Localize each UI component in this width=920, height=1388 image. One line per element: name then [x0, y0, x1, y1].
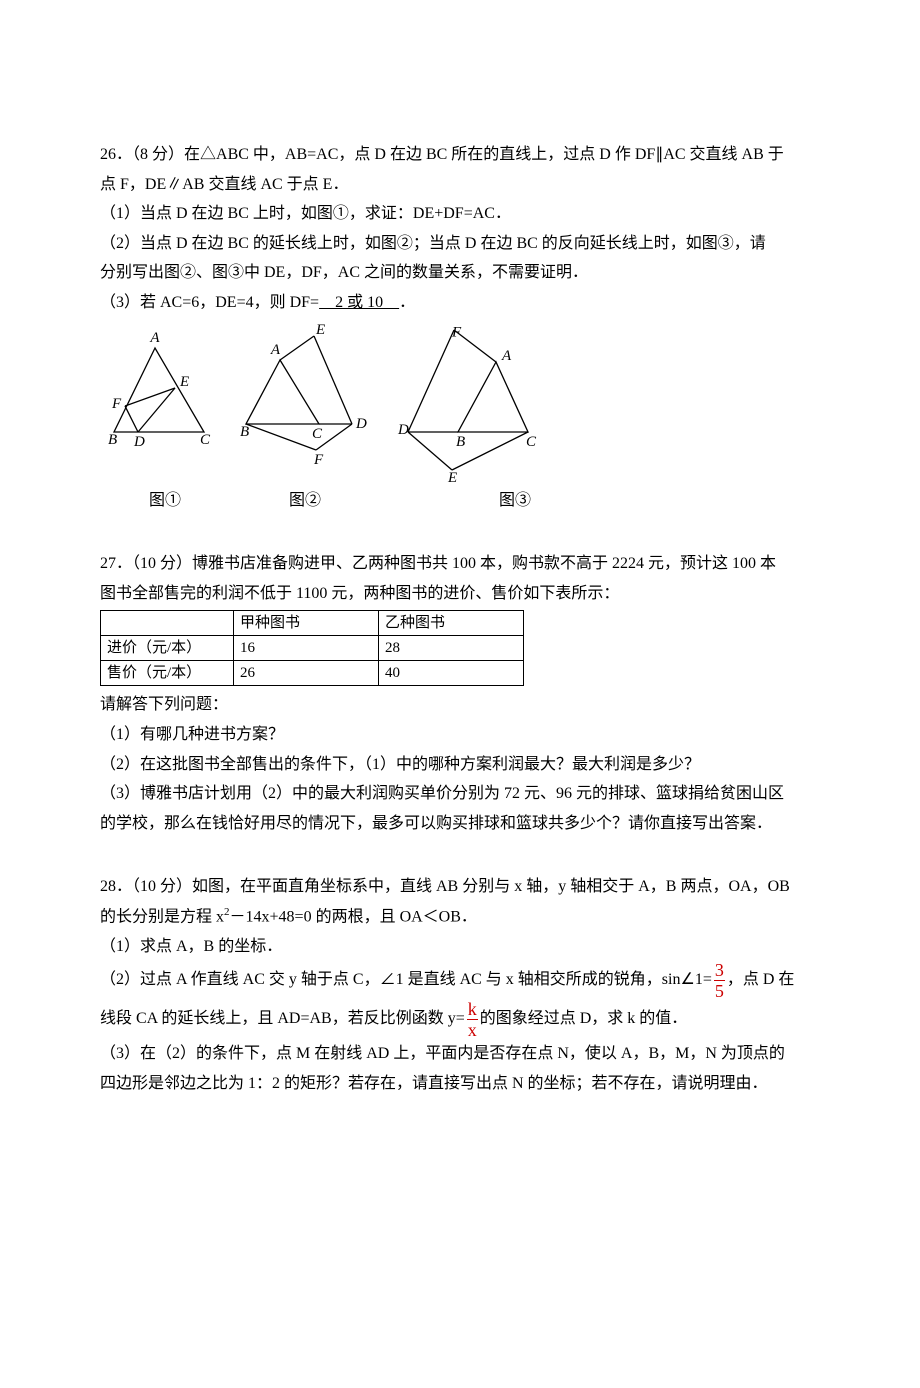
- triangle-icon: △: [200, 146, 216, 163]
- cell: 28: [379, 636, 524, 661]
- svg-text:F: F: [111, 396, 122, 412]
- q28-p3a: （3）在（2）的条件下，点 M 在射线 AD 上，平面内是否存在点 N，使以 A…: [100, 1039, 820, 1069]
- cell: 40: [379, 661, 524, 686]
- q27-table: 甲种图书 乙种图书 进价（元/本） 16 28 售价（元/本） 26 40: [100, 610, 524, 686]
- q27-head-a: 27．（10 分）博雅书店准备购进甲、乙两种图书共 100 本，购书款不高于 2…: [100, 549, 820, 579]
- q27-p0: 请解答下列问题：: [100, 690, 820, 720]
- q27-head-b: 图书全部售完的利润不低于 1100 元，两种图书的进价、售价如下表所示：: [100, 579, 820, 609]
- q26-head: 26．（8 分）在△ABC 中，AB=AC，点 D 在边 BC 所在的直线上，过…: [100, 140, 820, 170]
- svg-text:C: C: [526, 434, 537, 450]
- svg-text:D: D: [397, 422, 409, 438]
- svg-text:A: A: [270, 342, 281, 358]
- text: ，点 D 在: [727, 972, 795, 989]
- q26-p1: （1）当点 D 在边 BC 上时，如图①，求证：DE+DF=AC．: [100, 199, 820, 229]
- question-27: 27．（10 分）博雅书店准备购进甲、乙两种图书共 100 本，购书款不高于 2…: [100, 549, 820, 838]
- q28-head-a: 28．（10 分）如图，在平面直角坐标系中，直线 AB 分别与 x 轴，y 轴相…: [100, 872, 820, 902]
- cell: 售价（元/本）: [101, 661, 234, 686]
- q26-p2: （2）当点 D 在边 BC 的延长线上时，如图②；当点 D 在边 BC 的反向延…: [100, 229, 820, 259]
- fraction: kx: [467, 1000, 478, 1039]
- caption-1: 图①: [100, 486, 230, 516]
- text: 线段 CA 的延长线上，且 AD=AB，若反比例函数 y=: [100, 1011, 465, 1028]
- svg-text:B: B: [108, 432, 117, 448]
- q28-p1: （1）求点 A，B 的坐标．: [100, 932, 820, 962]
- svg-text:D: D: [133, 434, 145, 450]
- figure-3: A B C D E F: [388, 324, 558, 484]
- svg-text:A: A: [149, 330, 160, 346]
- q28-p2c: 线段 CA 的延长线上，且 AD=AB，若反比例函数 y=kx的图象经过点 D，…: [100, 1000, 820, 1039]
- text: 26．（8 分）在: [100, 146, 200, 163]
- figure-1: A B C D E F: [100, 324, 230, 454]
- svg-text:E: E: [447, 470, 457, 484]
- q26-head2: 点 F，DE∥AB 交直线 AC 于点 E．: [100, 170, 820, 200]
- text: ABC 中，AB=AC，点 D 在边 BC 所在的直线上，过点 D 作 DF∥A…: [216, 146, 784, 163]
- text: 的图象经过点 D，求 k 的值．: [480, 1011, 688, 1028]
- q27-p1: （1）有哪几种进书方案？: [100, 720, 820, 750]
- figure-2: A B C D E F: [234, 324, 384, 474]
- svg-text:E: E: [179, 374, 189, 390]
- table-row: 甲种图书 乙种图书: [101, 611, 524, 636]
- table-row: 售价（元/本） 26 40: [101, 661, 524, 686]
- cell: 26: [234, 661, 379, 686]
- svg-text:C: C: [312, 426, 323, 442]
- svg-text:F: F: [451, 324, 462, 340]
- question-28: 28．（10 分）如图，在平面直角坐标系中，直线 AB 分别与 x 轴，y 轴相…: [100, 872, 820, 1098]
- text: （3）若 AC=6，DE=4，则 DF=: [100, 294, 319, 311]
- svg-text:A: A: [501, 348, 512, 364]
- text: （2）过点 A 作直线 AC 交 y 轴于点 C，∠1 是直线 AC 与 x 轴…: [100, 972, 712, 989]
- cell: [101, 611, 234, 636]
- question-26: 26．（8 分）在△ABC 中，AB=AC，点 D 在边 BC 所在的直线上，过…: [100, 140, 820, 515]
- q28-head-b: 的长分别是方程 x2－14x+48=0 的两根，且 OA＜OB．: [100, 902, 820, 932]
- cell: 16: [234, 636, 379, 661]
- q27-p2: （2）在这批图书全部售出的条件下，（1）中的哪种方案利润最大？最大利润是多少？: [100, 750, 820, 780]
- caption-3: 图③: [380, 486, 600, 516]
- q26-answer: 2 或 10: [319, 294, 399, 311]
- text: －14x+48=0 的两根，且 OA＜OB．: [230, 908, 477, 925]
- caption-2: 图②: [230, 486, 380, 516]
- q28-p3b: 四边形是邻边之比为 1：2 的矩形？若存在，请直接写出点 N 的坐标；若不存在，…: [100, 1069, 820, 1099]
- q26-p3: （3）若 AC=6，DE=4，则 DF= 2 或 10 ．: [100, 288, 820, 318]
- q27-p3a: （3）博雅书店计划用（2）中的最大利润购买单价分别为 72 元、96 元的排球、…: [100, 779, 820, 809]
- cell: 进价（元/本）: [101, 636, 234, 661]
- svg-text:C: C: [200, 432, 211, 448]
- svg-text:B: B: [456, 434, 465, 450]
- text: 的长分别是方程 x: [100, 908, 224, 925]
- cell: 甲种图书: [234, 611, 379, 636]
- q26-figures: A B C D E F A B C D E F: [100, 324, 820, 484]
- table-row: 进价（元/本） 16 28: [101, 636, 524, 661]
- fraction: 35: [714, 961, 725, 1000]
- text: ．: [399, 294, 415, 311]
- cell: 乙种图书: [379, 611, 524, 636]
- q26-captions: 图① 图② 图③: [100, 486, 820, 516]
- svg-text:F: F: [313, 452, 324, 468]
- numerator: k: [467, 1000, 478, 1020]
- numerator: 3: [714, 961, 725, 981]
- q27-p3b: 的学校，那么在钱恰好用尽的情况下，最多可以购买排球和篮球共多少个？请你直接写出答…: [100, 809, 820, 839]
- denominator: 5: [714, 981, 725, 1000]
- svg-text:D: D: [355, 416, 367, 432]
- svg-text:E: E: [315, 324, 325, 338]
- q26-p2b: 分别写出图②、图③中 DE，DF，AC 之间的数量关系，不需要证明．: [100, 258, 820, 288]
- denominator: x: [467, 1020, 478, 1039]
- q28-p2: （2）过点 A 作直线 AC 交 y 轴于点 C，∠1 是直线 AC 与 x 轴…: [100, 961, 820, 1000]
- svg-text:B: B: [240, 424, 249, 440]
